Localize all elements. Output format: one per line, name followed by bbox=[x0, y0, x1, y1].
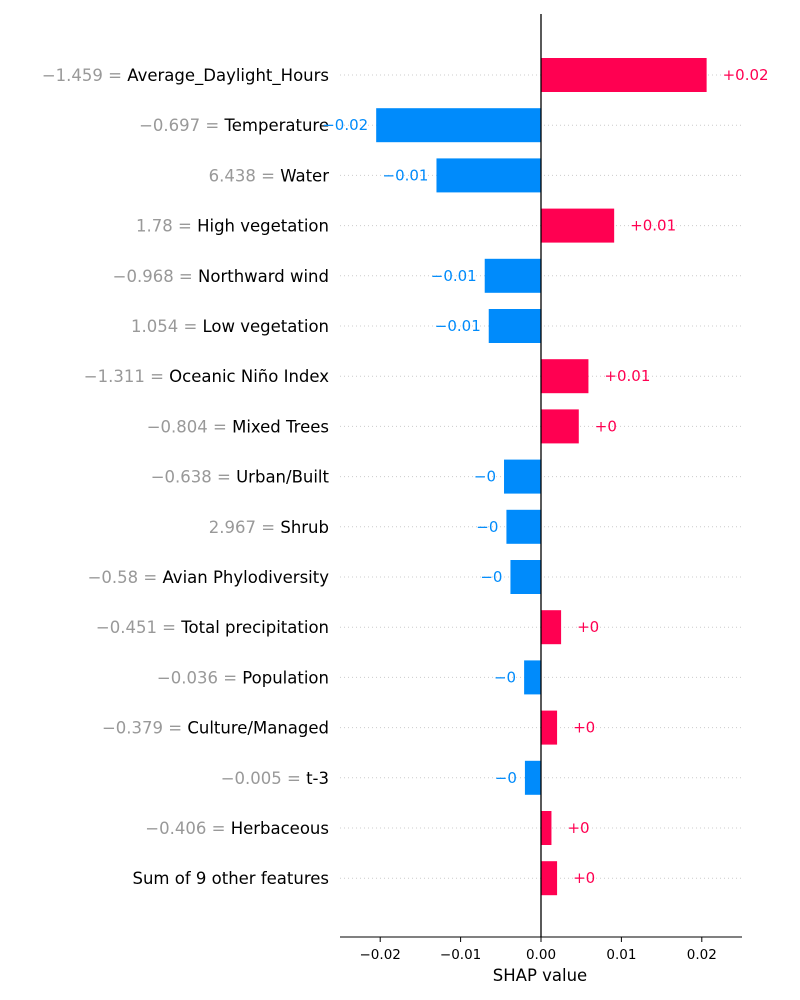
row-label: −0.638 = Urban/Built bbox=[151, 468, 330, 487]
bar bbox=[524, 760, 541, 795]
x-tick-label: −0.01 bbox=[440, 947, 481, 963]
bar bbox=[541, 409, 579, 444]
feature-name: Water bbox=[280, 166, 329, 185]
bar-value-labels: +0.02 −0.02 −0.01 +0.01 −0.01 −0.01 +0.01 +0 −0 −… bbox=[322, 66, 768, 887]
feature-value: −0.804 = bbox=[147, 417, 232, 436]
bar-value-label: +0 bbox=[573, 869, 595, 887]
bar-value-label: −0.01 bbox=[431, 267, 477, 285]
row-label: −0.005 = t-3 bbox=[221, 769, 329, 788]
bar-value-label: −0 bbox=[476, 518, 498, 536]
feature-value: −0.005 = bbox=[221, 769, 306, 788]
feature-name: Urban/Built bbox=[236, 468, 329, 487]
feature-value: −0.036 = bbox=[157, 668, 242, 687]
row-label: −0.379 = Culture/Managed bbox=[102, 719, 329, 738]
feature-name: Herbaceous bbox=[231, 819, 329, 838]
feature-value: 6.438 = bbox=[209, 166, 281, 185]
feature-name: Mixed Trees bbox=[232, 417, 329, 436]
feature-name: Culture/Managed bbox=[187, 719, 329, 738]
feature-value: −0.697 = bbox=[139, 116, 224, 135]
feature-value: −0.379 = bbox=[102, 719, 187, 738]
bar bbox=[541, 359, 589, 394]
feature-name: Northward wind bbox=[198, 267, 329, 286]
bar-value-label: −0.01 bbox=[435, 317, 481, 335]
feature-value: −1.459 = bbox=[42, 66, 127, 85]
feature-value: −0.58 = bbox=[88, 568, 163, 587]
feature-name: Total precipitation bbox=[180, 618, 329, 637]
bar bbox=[524, 660, 541, 695]
bar bbox=[504, 459, 541, 494]
row-label: 1.78 = High vegetation bbox=[136, 217, 329, 236]
feature-value: −0.451 = bbox=[96, 618, 181, 637]
feature-value: 1.78 = bbox=[136, 217, 197, 236]
feature-name: t-3 bbox=[306, 769, 329, 788]
row-labels: −1.459 = Average_Daylight_Hours −0.697 = … bbox=[42, 66, 330, 888]
feature-value: −1.311 = bbox=[84, 367, 169, 386]
feature-value: 1.054 = bbox=[131, 317, 203, 336]
bar bbox=[541, 208, 615, 243]
row-label: 2.967 = Shrub bbox=[209, 518, 329, 537]
x-tick-label: 0.02 bbox=[687, 947, 717, 963]
row-label: −0.804 = Mixed Trees bbox=[147, 417, 329, 436]
bar-value-label: −0 bbox=[480, 568, 502, 586]
feature-name: Temperature bbox=[223, 116, 329, 135]
bar bbox=[541, 58, 707, 92]
bar-value-label: −0 bbox=[495, 769, 517, 787]
bars bbox=[376, 58, 707, 896]
bar-value-label: +0 bbox=[573, 719, 595, 737]
bar-value-label: −0 bbox=[494, 668, 516, 686]
feature-name: Sum of 9 other features bbox=[132, 869, 329, 888]
x-tick-label: 0.01 bbox=[606, 947, 636, 963]
bar bbox=[376, 108, 541, 143]
bar bbox=[506, 509, 541, 544]
bar bbox=[541, 610, 562, 645]
bar-value-label: −0.01 bbox=[383, 166, 429, 184]
bar bbox=[510, 560, 541, 594]
bar bbox=[541, 710, 558, 745]
row-label: −0.58 = Avian Phylodiversity bbox=[88, 568, 330, 587]
x-tick-label: −0.02 bbox=[360, 947, 401, 963]
row-label: 1.054 = Low vegetation bbox=[131, 317, 329, 336]
bar bbox=[541, 811, 552, 845]
feature-name: Shrub bbox=[280, 518, 329, 537]
row-label: −0.697 = Temperature bbox=[139, 116, 329, 135]
bar-value-label: +0.02 bbox=[723, 66, 769, 84]
feature-name: Low vegetation bbox=[203, 317, 329, 336]
x-tick-label: 0.00 bbox=[526, 947, 556, 963]
row-label: Sum of 9 other features bbox=[132, 869, 329, 888]
bar-value-label: −0.02 bbox=[322, 116, 368, 134]
feature-name: Average_Daylight_Hours bbox=[127, 66, 329, 86]
bar bbox=[484, 258, 541, 293]
bar-value-label: +0.01 bbox=[604, 367, 650, 385]
bar-value-label: +0 bbox=[577, 618, 599, 636]
bar-value-label: +0 bbox=[567, 819, 589, 837]
bar-value-label: +0.01 bbox=[630, 217, 676, 235]
row-label: −0.451 = Total precipitation bbox=[96, 618, 329, 637]
bar bbox=[488, 309, 541, 343]
bar-value-label: +0 bbox=[595, 417, 617, 435]
bar-value-label: −0 bbox=[474, 468, 496, 486]
bar bbox=[541, 861, 558, 896]
row-label: −0.036 = Population bbox=[157, 668, 329, 687]
feature-name: Avian Phylodiversity bbox=[162, 568, 329, 587]
x-axis: −0.02 −0.01 0.00 0.01 0.02 bbox=[340, 936, 742, 963]
row-label: −0.406 = Herbaceous bbox=[145, 819, 329, 838]
feature-value: −0.638 = bbox=[151, 468, 236, 487]
row-label: −1.459 = Average_Daylight_Hours bbox=[42, 66, 329, 86]
feature-value: −0.406 = bbox=[145, 819, 230, 838]
feature-name: Population bbox=[242, 668, 329, 687]
row-label: −1.311 = Oceanic Niño Index bbox=[84, 367, 329, 386]
row-label: −0.968 = Northward wind bbox=[113, 267, 329, 286]
feature-name: High vegetation bbox=[197, 217, 329, 236]
x-axis-title: SHAP value bbox=[493, 966, 587, 985]
feature-name: Oceanic Niño Index bbox=[169, 367, 329, 386]
feature-value: −0.968 = bbox=[113, 267, 198, 286]
row-label: 6.438 = Water bbox=[209, 166, 330, 185]
bar bbox=[436, 158, 541, 193]
feature-value: 2.967 = bbox=[209, 518, 281, 537]
